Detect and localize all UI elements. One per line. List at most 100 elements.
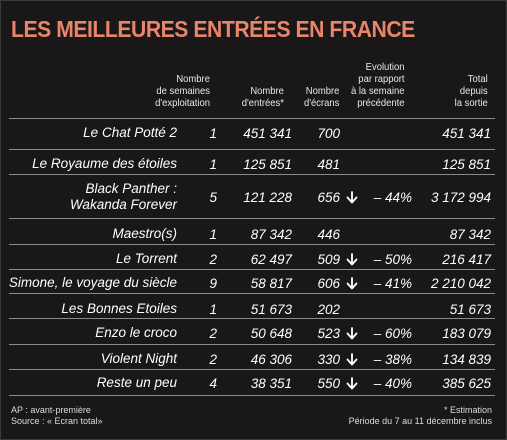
footnote-ap: AP : avant-première	[11, 405, 91, 415]
total-count: 87 342	[449, 226, 491, 242]
film-title-line: Enzo le croco	[95, 325, 177, 340]
down-arrow-icon	[346, 247, 358, 271]
film-title-line: Les Bonnes Etoiles	[61, 301, 177, 316]
total-count: 183 079	[442, 325, 491, 341]
header-screens: Nombre d'écrans	[303, 85, 339, 109]
evolution-value: – 60%	[373, 325, 412, 341]
weeks-count: 5	[209, 189, 217, 205]
entries-count: 121 228	[243, 189, 292, 205]
row-divider	[9, 318, 495, 319]
row-divider	[9, 269, 495, 270]
table-row: Les Bonnes Etoiles 1 51 673 202 51 673	[7, 297, 497, 321]
film-title: Simone, le voyage du siècle	[7, 271, 177, 295]
film-title-line: Le Royaume des étoiles	[32, 156, 177, 171]
entries-count: 87 342	[250, 226, 292, 242]
evolution-value: – 44%	[373, 189, 412, 205]
header-total: Total depuis la sortie	[454, 73, 488, 109]
film-title: Maestro(s)	[7, 222, 177, 246]
total-count: 134 839	[442, 351, 491, 367]
total-count: 2 210 042	[430, 275, 491, 291]
entries-count: 38 351	[250, 375, 292, 391]
screens-count: 550	[317, 375, 340, 391]
weeks-count: 1	[209, 156, 217, 172]
evolution-value: – 38%	[373, 351, 412, 367]
header-divider	[9, 118, 495, 119]
film-title: Reste un peu	[7, 371, 177, 395]
down-arrow-icon	[346, 321, 358, 345]
row-divider	[9, 344, 495, 345]
film-title: Enzo le croco	[7, 321, 177, 345]
table-row: Simone, le voyage du siècle 9 58 817 606 – 4…	[7, 271, 497, 295]
total-count: 51 673	[449, 301, 491, 317]
table-row: Enzo le croco 2 50 648 523 – 60% 183 079	[7, 321, 497, 345]
film-title-line: Le Torrent	[115, 251, 177, 266]
weeks-count: 1	[209, 226, 217, 242]
entries-count: 46 306	[250, 351, 292, 367]
header-evolution: Evolution par rapport à la semaine précé…	[351, 61, 405, 109]
total-count: 451 341	[442, 125, 491, 141]
film-title-line: Wakanda Forever	[69, 197, 177, 212]
film-title: Violent Night	[7, 347, 177, 371]
down-arrow-icon	[346, 271, 358, 295]
weeks-count: 1	[209, 125, 217, 141]
table-row: Maestro(s) 1 87 342 446 87 342	[7, 222, 497, 246]
entries-count: 62 497	[250, 251, 292, 267]
row-divider	[9, 218, 495, 219]
entries-count: 125 851	[243, 156, 292, 172]
entries-count: 451 341	[243, 125, 292, 141]
screens-count: 509	[317, 251, 340, 267]
weeks-count: 9	[209, 275, 217, 291]
film-title: Le Torrent	[7, 247, 177, 271]
row-divider	[9, 174, 495, 175]
film-title-line: Le Chat Potté 2	[83, 125, 177, 140]
film-title: Les Bonnes Etoiles	[7, 297, 177, 321]
total-count: 3 172 994	[430, 189, 491, 205]
screens-count: 523	[317, 325, 340, 341]
page-title: LES MEILLEURES ENTRÉES EN FRANCE	[11, 16, 415, 42]
footnote-source: Source : « Ecran total»	[11, 416, 103, 426]
entries-count: 50 648	[250, 325, 292, 341]
down-arrow-icon	[346, 177, 358, 217]
film-title-line: Simone, le voyage du siècle	[8, 275, 177, 290]
footnote-estimation: * Estimation	[443, 405, 492, 415]
row-divider	[9, 293, 495, 294]
film-title-line: Violent Night	[100, 351, 177, 366]
film-title: Black Panther : Wakanda Forever	[7, 177, 177, 217]
weeks-count: 1	[209, 301, 217, 317]
film-title: Le Chat Potté 2	[7, 121, 177, 145]
row-divider	[9, 369, 495, 370]
down-arrow-icon	[346, 347, 358, 371]
down-arrow-icon	[346, 371, 358, 395]
evolution-value: – 41%	[373, 275, 412, 291]
total-count: 385 625	[442, 375, 491, 391]
weeks-count: 4	[209, 375, 217, 391]
weeks-count: 2	[209, 251, 217, 267]
screens-count: 481	[317, 156, 340, 172]
row-divider	[9, 395, 495, 396]
weeks-count: 2	[209, 325, 217, 341]
table-row: Le Royaume des étoiles 1 125 851 481 125 851	[7, 152, 497, 176]
table-row: Le Torrent 2 62 497 509 – 50% 216 417	[7, 247, 497, 271]
table-row: Le Chat Potté 2 1 451 341 700 451 341	[7, 121, 497, 145]
footnote-period: Période du 7 au 11 décembre inclus	[348, 416, 492, 426]
film-title-line: Reste un peu	[96, 375, 177, 390]
screens-count: 606	[317, 275, 340, 291]
screens-count: 656	[317, 189, 340, 205]
screens-count: 446	[317, 226, 340, 242]
screens-count: 202	[317, 301, 340, 317]
film-title-line: Black Panther :	[85, 181, 177, 196]
entries-count: 58 817	[250, 275, 292, 291]
screens-count: 330	[317, 351, 340, 367]
screens-count: 700	[317, 125, 340, 141]
film-title-line: Maestro(s)	[112, 226, 177, 241]
film-title: Le Royaume des étoiles	[7, 152, 177, 176]
total-count: 125 851	[442, 156, 491, 172]
header-entries: Nombre d'entrées*	[241, 85, 284, 109]
weeks-count: 2	[209, 351, 217, 367]
row-divider	[9, 244, 495, 245]
table-row: Violent Night 2 46 306 330 – 38% 134 839	[7, 347, 497, 371]
evolution-value: – 40%	[373, 375, 412, 391]
evolution-value: – 50%	[373, 251, 412, 267]
table-row: Reste un peu 4 38 351 550 – 40% 385 625	[7, 371, 497, 395]
